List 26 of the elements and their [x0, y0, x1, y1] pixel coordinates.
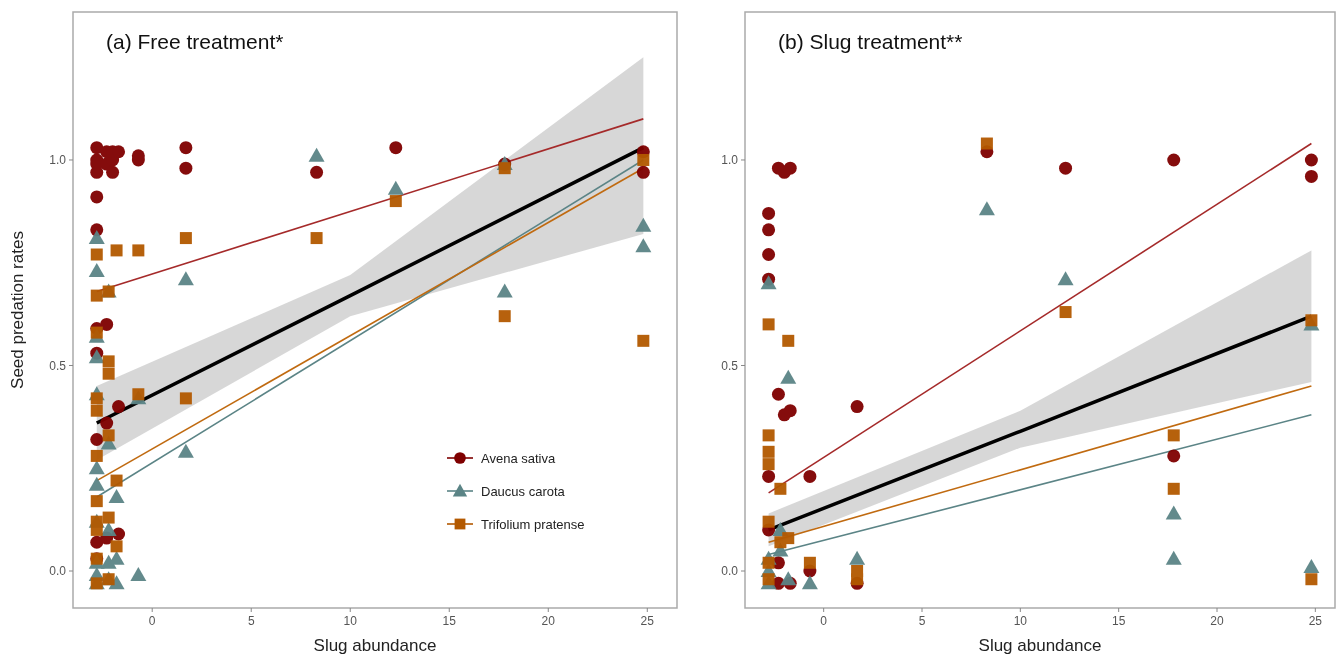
- x-tick-label: 20: [1210, 614, 1224, 628]
- x-tick-label: 10: [343, 614, 358, 628]
- y-tick-label: 0.5: [721, 358, 739, 373]
- y-tick-label: 0.0: [49, 564, 67, 579]
- y-tick-label: 0.5: [49, 358, 67, 373]
- text: (b) Slug treatment**: [778, 30, 963, 53]
- x-axis-title: Slug abundance: [978, 636, 1102, 655]
- legend-label: Avena sativa: [481, 450, 556, 466]
- x-tick-label: 25: [640, 614, 655, 628]
- legend-label: Trifolium pratense: [481, 516, 585, 532]
- y-axis-title: Seed predation rates: [8, 231, 27, 389]
- x-tick-label: 5: [918, 614, 926, 628]
- x-axis-title: Slug abundance: [313, 636, 437, 655]
- x-tick-label: 20: [541, 614, 556, 628]
- x-tick-label: 10: [1013, 614, 1028, 628]
- x-tick-label: 0: [148, 614, 156, 628]
- y-tick-label: 0.0: [721, 564, 739, 579]
- x-tick-label: 15: [442, 614, 457, 628]
- x-tick-label: 15: [1111, 614, 1126, 628]
- y-tick-label: 1.0: [721, 153, 739, 168]
- x-tick-label: 25: [1308, 614, 1323, 628]
- x-tick-label: 5: [247, 614, 255, 628]
- y-tick-label: 1.0: [49, 153, 67, 168]
- text: (a) Free treatment*: [106, 30, 284, 53]
- legend-label: Daucus carota: [481, 483, 566, 499]
- x-tick-label: 0: [820, 614, 828, 628]
